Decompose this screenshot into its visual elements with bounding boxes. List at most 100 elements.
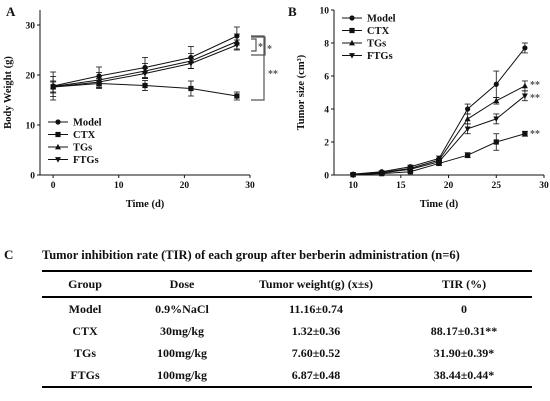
data-point-ctx [522, 131, 528, 137]
legend-marker [55, 119, 61, 125]
data-point-ctx [142, 82, 148, 89]
x-tick-label: 10 [348, 181, 358, 191]
cell-group: Model [68, 301, 102, 316]
bracket-3 [251, 35, 265, 101]
bracket-2 [251, 36, 266, 56]
data-point-ftgs [96, 79, 103, 86]
annot-a-single-2: * [267, 44, 272, 55]
x-tick-label: 30 [539, 181, 549, 191]
annot-a-double: ** [268, 69, 278, 80]
bracket-1 [251, 38, 257, 52]
y-tick-label: 8 [324, 40, 329, 50]
annot-a-single-1: * [258, 42, 263, 53]
data-point-ctx [188, 85, 194, 92]
legend-label: CTX [73, 130, 96, 141]
legend-label: CTX [367, 26, 390, 37]
y-tick-label: 10 [320, 7, 330, 17]
data-point-ftgs [187, 61, 194, 67]
legend-marker [55, 131, 61, 138]
cell-tir: 0 [461, 301, 467, 316]
chart-a-body-weight: 0 10 20 30 0 10 20 30 Time (d) Body Weight (g) Mod… [3, 10, 255, 210]
cell-dose: 100mg/kg [156, 345, 207, 360]
series-line-model [353, 47, 526, 175]
annot-b-ctx: ** [530, 129, 540, 140]
data-point-ctx [493, 139, 499, 145]
panel-a-letter: A [6, 4, 16, 19]
cell-tir: 38.44±0.44* [396, 364, 532, 388]
cell-tumor-weight: 1.32±0.36 [291, 323, 341, 338]
y-axis-title: Tumor size (cm³) [296, 54, 307, 130]
legend-label: Model [73, 118, 102, 129]
x-tick-label: 20 [180, 181, 190, 191]
tir-table: Group Dose Tumor weight(g) (x±s) TIR (%)… [42, 270, 532, 388]
data-point-ftgs [407, 166, 414, 173]
data-point-ftgs [142, 71, 148, 77]
table-row: FTGs 100mg/kg 6.87±0.48 38.44±0.44* [42, 364, 532, 388]
y-tick-label: 0 [30, 172, 35, 182]
panel-c-letter: C [4, 247, 14, 262]
data-point-tgs [521, 82, 528, 89]
x-tick-label: 30 [245, 181, 255, 191]
cell-dose: 100mg/kg [128, 364, 236, 388]
y-tick-label: 4 [324, 106, 329, 116]
panel-a-significance [251, 35, 266, 101]
legend-label: FTGs [73, 155, 99, 166]
data-point-model [493, 81, 499, 87]
y-axis-title: Body Weight (g) [3, 56, 14, 129]
legend-label: FTGs [367, 51, 393, 62]
data-point-ftgs [350, 172, 357, 178]
cell-tir: 88.17±0.31** [430, 323, 498, 338]
data-point-ftgs [436, 159, 442, 165]
y-tick-label: 20 [26, 72, 36, 82]
data-point-ftgs [493, 116, 500, 123]
data-point-tgs [493, 97, 500, 104]
table-title: Tumor inhibition rate (TIR) of each grou… [42, 248, 460, 262]
annot-b-tgs: ** [530, 80, 540, 91]
y-tick-label: 0 [324, 172, 329, 182]
column-header-tir: TIR (%) [396, 270, 532, 298]
table-panel-c: C Tumor inhibition rate (TIR) of each gr… [0, 246, 550, 396]
data-point-model [522, 45, 528, 51]
data-point-ftgs [50, 84, 57, 91]
data-point-ftgs [233, 42, 240, 49]
legend-marker [349, 53, 355, 59]
legend-marker [55, 143, 61, 150]
data-point-tgs [464, 115, 471, 122]
legend-label: TGs [73, 143, 92, 154]
x-axis-title: Time (d) [420, 199, 459, 210]
table-row: TGs 100mg/kg 7.60±0.52 31.90±0.39* [42, 342, 532, 364]
column-header-tumor-weight: Tumor weight(g) (x±s) [236, 270, 396, 298]
data-point-ftgs [464, 126, 471, 132]
cell-group: TGs [73, 345, 96, 360]
legend-marker [349, 27, 355, 34]
cell-tumor-weight: 7.60±0.52 [291, 345, 341, 360]
data-point-ftgs [521, 93, 528, 99]
data-point-model [465, 106, 471, 112]
y-tick-label: 2 [324, 139, 329, 149]
y-tick-label: 10 [26, 122, 36, 132]
series-line-ctx [353, 133, 526, 176]
legend-marker [349, 15, 355, 21]
cell-tumor-weight: 11.16±0.74 [289, 301, 343, 316]
y-tick-label: 6 [324, 73, 329, 83]
column-header-group: Group [42, 270, 128, 298]
legend-marker [349, 39, 355, 46]
table-header-row: Group Dose Tumor weight(g) (x±s) TIR (%) [42, 270, 532, 298]
data-point-ftgs [378, 170, 385, 177]
legend-marker [55, 157, 61, 163]
cell-dose: 30mg/kg [159, 323, 204, 338]
cell-tir: 31.90±0.39* [433, 345, 495, 360]
table-row: Model 0.9%NaCl 11.16±0.74 0 [42, 297, 532, 320]
x-axis-title: Time (d) [126, 199, 165, 210]
chart-b-tumor-size: 10 15 20 25 30 0 2 4 6 8 10 Time (d) Tumor size (cm³… [296, 7, 549, 211]
x-tick-label: 25 [492, 181, 502, 191]
x-tick-label: 0 [51, 181, 56, 191]
annot-b-ftgs: ** [530, 93, 540, 104]
legend-label: Model [367, 14, 396, 25]
data-point-ctx [465, 152, 471, 158]
x-tick-label: 20 [444, 181, 454, 191]
cell-group: CTX [72, 323, 98, 338]
column-header-dose: Dose [128, 270, 236, 298]
x-tick-label: 10 [114, 181, 124, 191]
